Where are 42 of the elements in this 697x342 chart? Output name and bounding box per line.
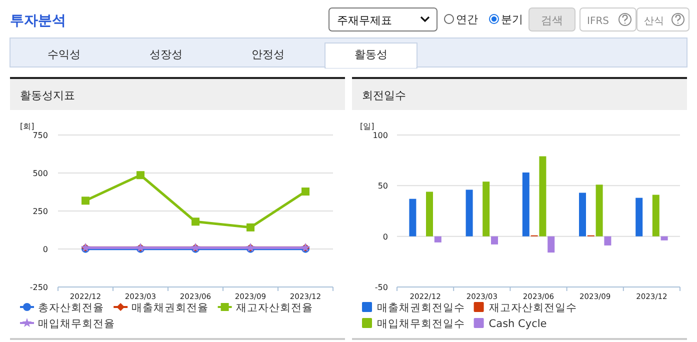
chart-title: 회전일수 [362,89,406,102]
bar [548,236,555,253]
page-header: 투자분석 주재무제표 연간 분기 검색 IFRS 산식 수익성 성장성 안정성 활동성 [10,8,690,68]
bar [579,192,586,236]
legend-label: 매출채권회전일수 [377,302,465,314]
legend-label: 재고자산회전일수 [488,302,577,314]
point [302,188,310,196]
bar [636,198,643,236]
y-tick-label: -250 [30,283,48,292]
y-tick-label: 0 [42,245,48,254]
y-tick-label: 750 [32,131,48,140]
legend-label: 재고자산회전율 [236,302,313,314]
y-tick-label: 50 [378,182,388,191]
legend-label: 총자산회전율 [38,302,104,314]
bar [604,236,612,246]
y-tick-label: -50 [374,283,388,292]
y-tick-label: 500 [32,169,48,178]
bar [434,236,442,242]
legend-label: 매입채무회전율 [38,318,115,330]
bar [482,182,490,236]
bar [660,236,668,240]
y-tick-label: 100 [372,131,388,140]
chart-title: 활동성지표 [20,89,75,102]
bar [409,198,416,236]
bar [596,184,603,236]
bar [466,190,473,236]
bar [539,156,546,236]
point [82,196,90,205]
legend-label: Cash Cycle [488,318,547,330]
y-axis-title: [회] [20,122,34,131]
legend-label: 매입채무회전일수 [377,318,465,330]
point [136,171,144,180]
bar [652,194,660,236]
point [192,218,200,226]
bar [491,236,498,244]
bar [522,172,530,236]
legend-label: 매출채권회전율 [132,302,209,314]
y-tick-label: 0 [382,232,388,242]
point [246,223,254,232]
y-tick-label: 250 [32,207,48,216]
y-axis-title: [일] [360,122,374,131]
bar [426,192,433,236]
